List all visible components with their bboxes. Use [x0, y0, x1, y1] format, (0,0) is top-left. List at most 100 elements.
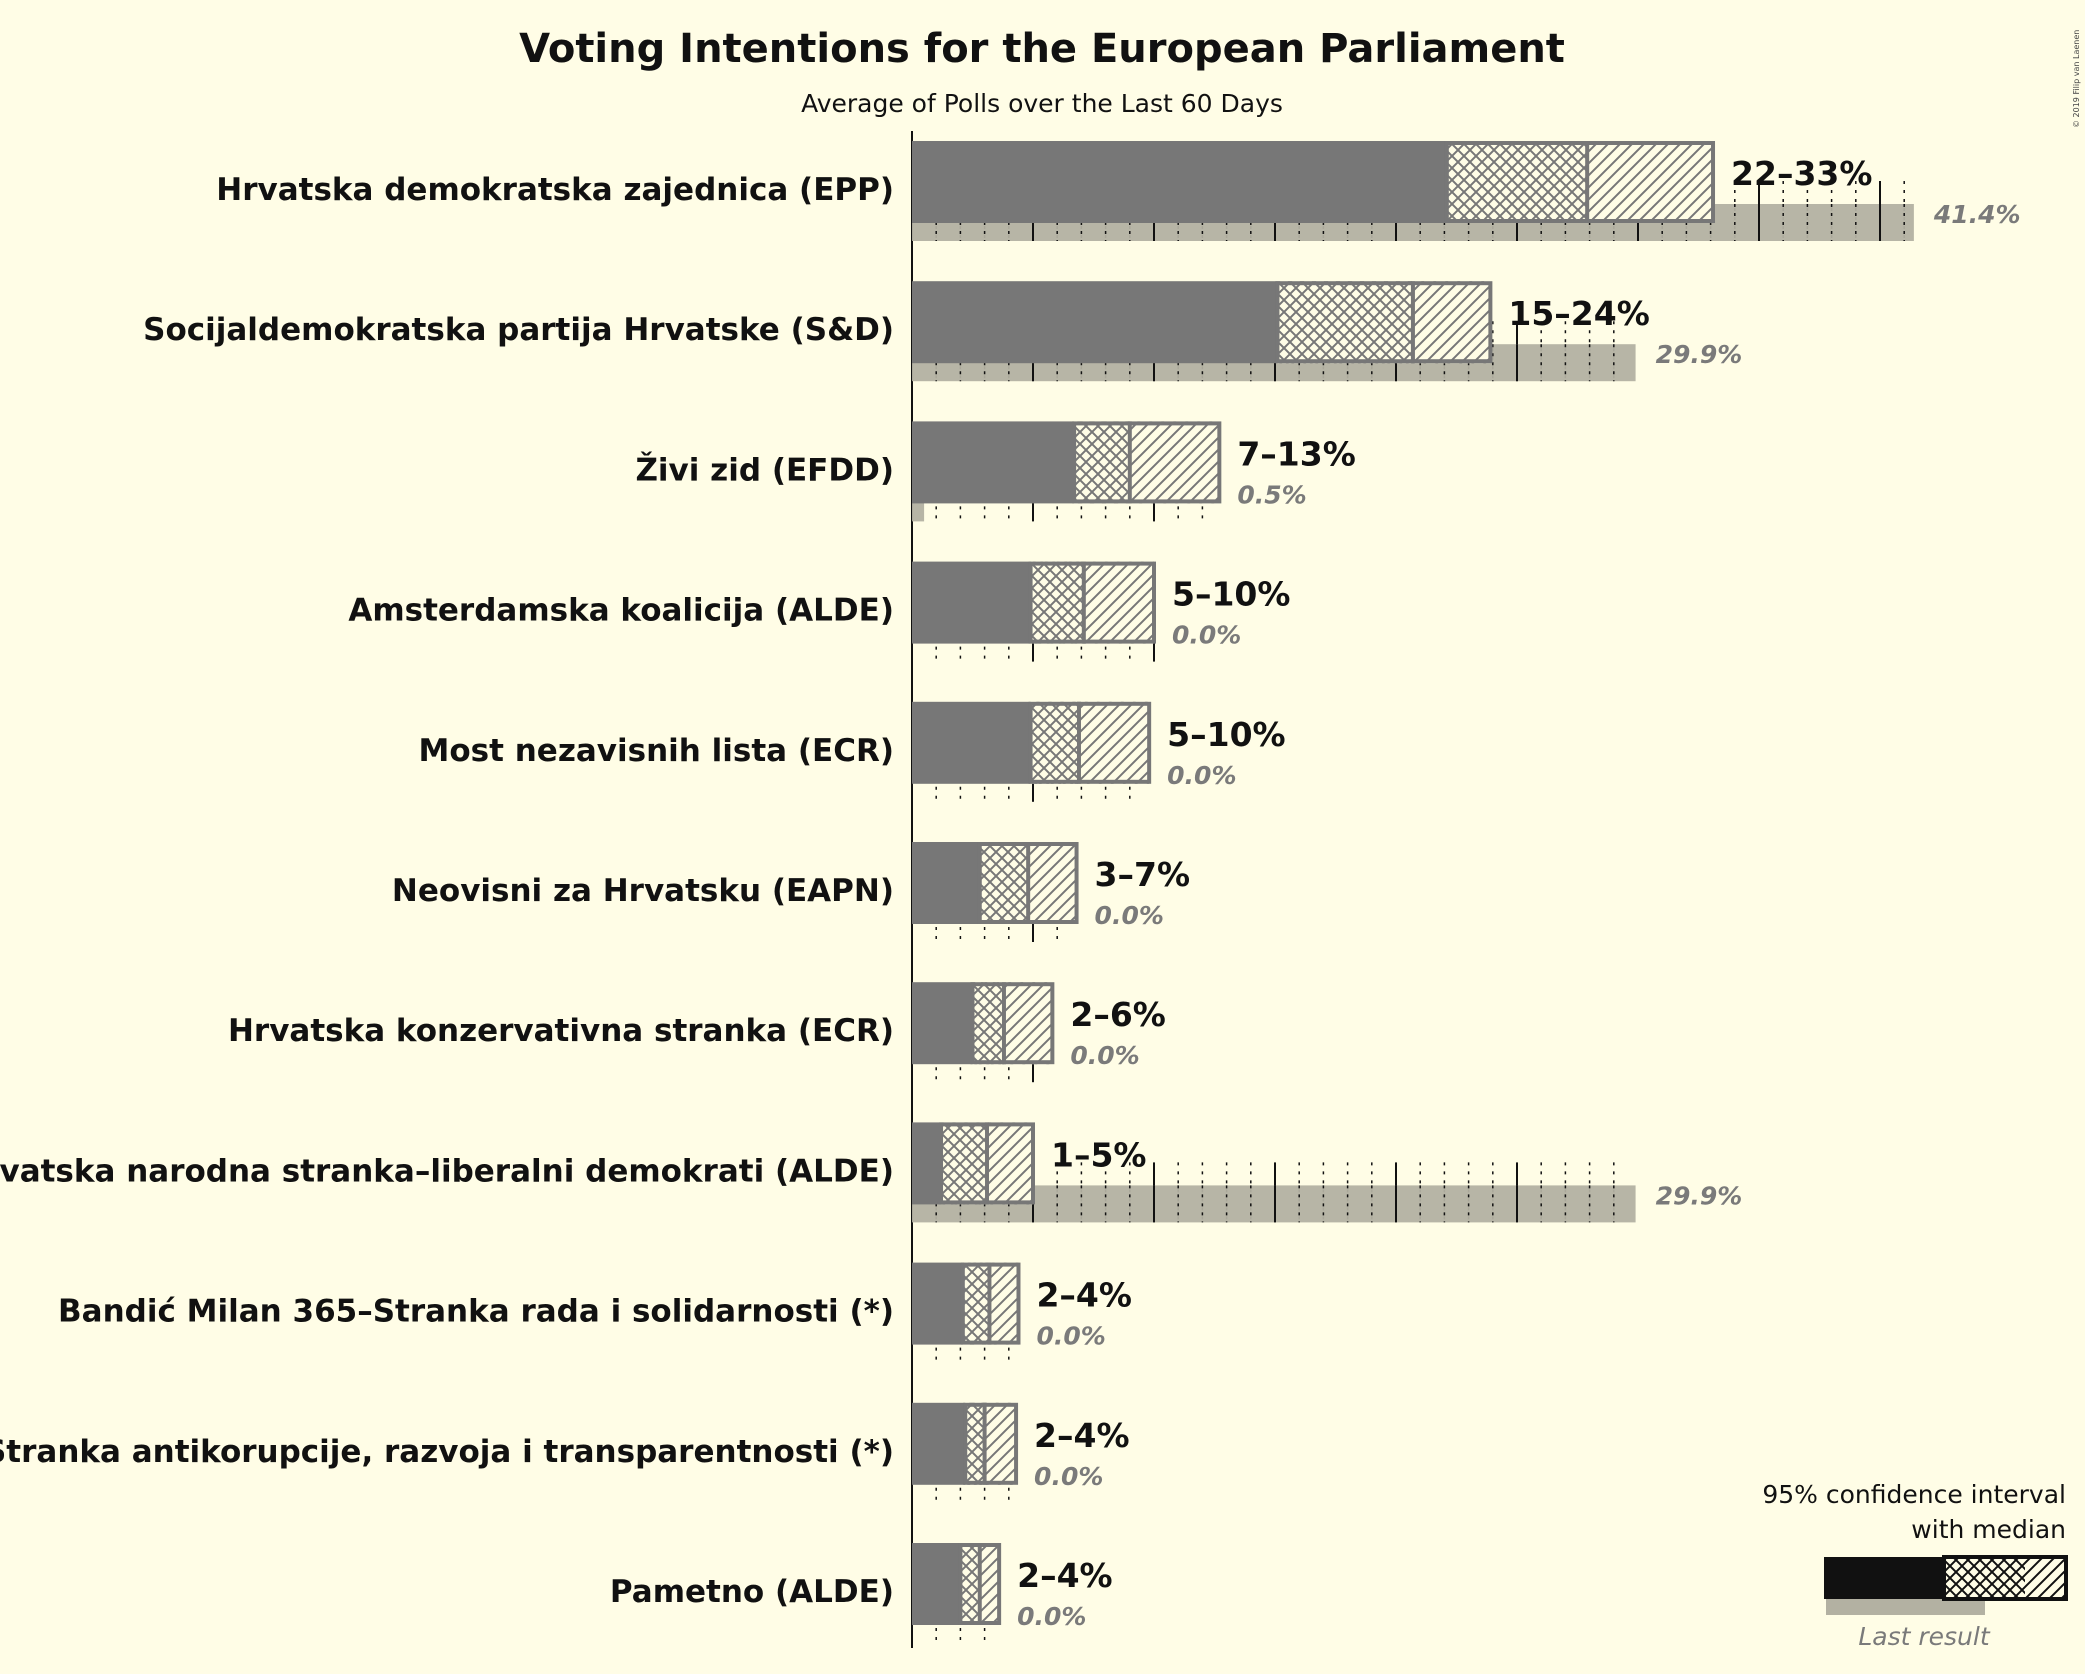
- interval-crosshatch-bar: [1030, 561, 1084, 644]
- interval-crosshatch-bar: [972, 982, 1004, 1065]
- legend-title-line1: 95% confidence interval: [1762, 1480, 2066, 1509]
- interval-crosshatch-bar: [1277, 281, 1413, 364]
- party-row: Živi zid (EFDD) 7–13% 0.5%: [635, 421, 1356, 522]
- legend-title-line2: with median: [1911, 1515, 2066, 1544]
- interval-crosshatch-bar: [1446, 141, 1588, 223]
- interval-outline: [960, 1262, 1021, 1345]
- party-label: Hrvatska narodna stranka–liberalni demok…: [0, 1153, 894, 1189]
- interval-solid-bar: [912, 982, 973, 1065]
- range-label: 3–7%: [1095, 855, 1191, 894]
- last-result-label: 0.0%: [1095, 901, 1164, 930]
- copyright-text: © 2019 Filip van Laenen: [2072, 30, 2081, 128]
- interval-outline: [977, 842, 1079, 924]
- interval-solid-bar: [912, 842, 980, 924]
- last-result-label: 29.9%: [1656, 340, 1743, 369]
- interval-hatch-bar: [1078, 701, 1150, 784]
- party-row: Hrvatska konzervativna stranka (ECR) 2–6%…: [228, 982, 1166, 1083]
- party-row: Stranka antikorupcije, razvoja i transpa…: [0, 1402, 1130, 1503]
- interval-crosshatch-bar: [1030, 701, 1079, 784]
- range-label: 2–4%: [1017, 1556, 1113, 1595]
- interval-solid-bar: [912, 141, 1447, 223]
- range-label: 7–13%: [1237, 434, 1355, 473]
- interval-outline: [1444, 141, 1716, 223]
- interval-crosshatch-bar: [962, 1262, 990, 1345]
- range-label: 22–33%: [1731, 154, 1872, 193]
- interval-outline: [1028, 561, 1156, 644]
- last-result-label: 0.0%: [1036, 1322, 1105, 1351]
- interval-solid-bar: [912, 421, 1075, 504]
- range-label: 2–4%: [1034, 1416, 1130, 1455]
- interval-hatch-bar: [979, 1543, 1000, 1625]
- range-label: 2–6%: [1070, 995, 1166, 1034]
- interval-hatch-bar: [1028, 842, 1077, 924]
- range-label: 2–4%: [1036, 1276, 1132, 1315]
- legend-crosshatch-swatch: [1944, 1557, 2025, 1599]
- party-label: Živi zid (EFDD): [635, 452, 894, 488]
- range-label: 5–10%: [1167, 715, 1285, 754]
- legend-interval-outline: [1942, 1555, 2068, 1601]
- last-result-label: 41.4%: [1933, 200, 2021, 229]
- interval-outline: [958, 1543, 1002, 1625]
- range-label: 1–5%: [1051, 1135, 1147, 1174]
- party-label: Bandić Milan 365–Stranka rada i solidarn…: [58, 1294, 894, 1330]
- interval-solid-bar: [912, 1543, 961, 1625]
- last-result-label: 0.0%: [1172, 621, 1241, 650]
- party-label: Amsterdamska koalicija (ALDE): [348, 593, 894, 629]
- last-result-label: 0.0%: [1034, 1462, 1103, 1491]
- range-label: 5–10%: [1172, 575, 1290, 614]
- party-label: Stranka antikorupcije, razvoja i transpa…: [0, 1434, 894, 1470]
- last-result-label: 29.9%: [1656, 1181, 1743, 1210]
- interval-hatch-bar: [1412, 281, 1491, 364]
- interval-crosshatch-bar: [960, 1543, 980, 1625]
- interval-hatch-bar: [989, 1262, 1019, 1345]
- party-row: Neovisni za Hrvatsku (EAPN) 3–7% 0.0%: [392, 842, 1190, 942]
- interval-outline: [1275, 281, 1493, 364]
- legend-hatch-swatch: [2025, 1557, 2066, 1599]
- last-result-label: 0.0%: [1017, 1602, 1086, 1631]
- party-row: Bandić Milan 365–Stranka rada i solidarn…: [58, 1262, 1132, 1363]
- party-row: Socijaldemokratska partija Hrvatske (S&D…: [143, 281, 1743, 382]
- chart-subtitle: Average of Polls over the Last 60 Days: [801, 89, 1283, 118]
- interval-hatch-bar: [987, 1122, 1033, 1205]
- last-result-label: 0.5%: [1237, 480, 1306, 509]
- interval-crosshatch-bar: [941, 1122, 988, 1205]
- interval-outline: [963, 1402, 1019, 1485]
- interval-outline: [970, 982, 1055, 1065]
- party-rows: Hrvatska demokratska zajednica (EPP) 22–3…: [0, 141, 2021, 1643]
- interval-crosshatch-bar: [965, 1402, 985, 1485]
- interval-outline: [1028, 701, 1152, 784]
- chart-title: Voting Intentions for the European Parli…: [519, 26, 1565, 72]
- legend-solid-swatch: [1824, 1557, 1944, 1599]
- interval-solid-bar: [912, 1262, 963, 1345]
- interval-solid-bar: [912, 561, 1031, 644]
- interval-crosshatch-bar: [1074, 421, 1130, 504]
- interval-solid-bar: [912, 1402, 966, 1485]
- interval-hatch-bar: [1129, 421, 1220, 504]
- interval-hatch-bar: [1083, 561, 1154, 644]
- party-label: Neovisni za Hrvatsku (EAPN): [392, 873, 894, 909]
- party-label: Most nezavisnih lista (ECR): [419, 733, 894, 769]
- legend: 95% confidence interval with median Last…: [1762, 1480, 2068, 1651]
- interval-crosshatch-bar: [979, 842, 1029, 924]
- last-result-label: 0.0%: [1070, 1041, 1139, 1070]
- party-row: Hrvatska demokratska zajednica (EPP) 22–3…: [216, 141, 2021, 241]
- interval-solid-bar: [912, 1122, 942, 1205]
- party-label: Socijaldemokratska partija Hrvatske (S&D…: [143, 312, 894, 348]
- legend-last-result-label: Last result: [1858, 1622, 1990, 1651]
- interval-solid-bar: [912, 281, 1278, 364]
- interval-hatch-bar: [1587, 141, 1714, 223]
- interval-outline: [939, 1122, 1035, 1205]
- last-result-label: 0.0%: [1167, 761, 1236, 790]
- party-row: Pametno (ALDE) 2–4% 0.0%: [610, 1543, 1113, 1643]
- party-label: Hrvatska konzervativna stranka (ECR): [228, 1013, 894, 1049]
- party-row: Amsterdamska koalicija (ALDE) 5–10% 0.0%: [348, 561, 1290, 662]
- party-row: Hrvatska narodna stranka–liberalni demok…: [0, 1122, 1743, 1223]
- interval-outline: [1072, 421, 1222, 504]
- range-label: 15–24%: [1508, 294, 1649, 333]
- interval-solid-bar: [912, 701, 1031, 784]
- party-row: Most nezavisnih lista (ECR) 5–10% 0.0%: [419, 701, 1286, 802]
- interval-hatch-bar: [984, 1402, 1017, 1485]
- interval-hatch-bar: [1003, 982, 1053, 1065]
- party-label: Hrvatska demokratska zajednica (EPP): [216, 172, 894, 208]
